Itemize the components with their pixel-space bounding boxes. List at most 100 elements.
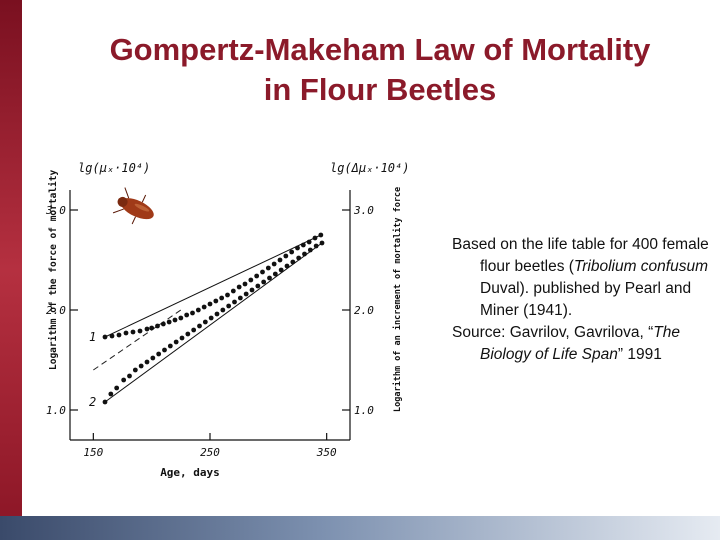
series-1-point [277,257,283,263]
x-axis-label: Age, days [160,466,220,479]
series-2-point [144,359,150,365]
series-1-point [137,328,143,334]
series-1-point [306,239,312,245]
series-2-point [214,311,220,317]
series-1-point [312,235,318,241]
series-2-point [156,351,162,357]
series-1-point [254,273,260,279]
series-1-point [195,307,201,313]
series-2-point [185,331,191,337]
series-1-point [172,317,178,323]
series-2-point [290,259,296,265]
series-2-point [108,391,114,397]
series-1-point [160,321,166,327]
series-2-label: 2 [89,395,96,409]
series-2-point [197,323,202,329]
beetle-icon [112,187,154,225]
title-line-1: Gompertz-Makeham Law of Mortality [109,32,651,67]
y-right-tick-label: 1.0 [354,404,374,417]
caption-p2-b: ” 1991 [617,346,662,363]
slide-title: Gompertz-Makeham Law of Mortality in Flo… [40,30,720,110]
series-1-point [300,242,306,248]
series-2-point [237,295,243,301]
series-2-point [220,307,226,313]
series-2-fit-line [104,242,323,403]
series-2-point [150,355,156,361]
series-2-point [261,279,267,285]
series-2-point [173,339,179,345]
series-1-point [116,332,122,338]
x-tick-label: 250 [200,446,220,459]
caption-p1-b: Duval). published by Pearl and Miner (19… [480,280,692,319]
series-2-point [121,377,127,383]
dashed-reference-line [93,309,182,371]
series-2-point [167,343,173,349]
series-2-point [243,291,249,297]
caption-book: The Biology of Life Span [480,324,680,363]
series-2-point [272,271,278,277]
series-1-point [260,269,265,275]
series-1-label: 1 [89,330,96,344]
series-2-point [127,373,132,379]
series-2-point [191,327,197,333]
series-2-point [249,287,255,293]
caption-p2-a: Source: Gavrilov, Gavrilova, “ [452,324,654,341]
series-1-point [230,288,236,294]
ticks-layer: 1.0 2.0 3.0 1.0 2.0 3.0 150 250 350 [45,204,374,459]
left-axis-title: Logarithm of the force of mortality [48,170,59,370]
series-1-point [236,284,242,290]
series-2-point [267,275,272,281]
series-1-point [271,261,277,267]
series-2-point [162,347,167,353]
series-1-point [242,281,248,287]
series-2-point [313,243,319,249]
series-1-point [219,295,225,301]
y-right-tick-label: 3.0 [353,204,374,217]
y-left-tick-label: 2.0 [46,304,66,317]
series-2-point [319,240,325,246]
series-2-point [179,335,185,341]
caption-paragraph-1: Based on the life table for 400 female f… [452,234,714,322]
mortality-chart: Logarithm of the force of mortality Loga… [40,150,440,490]
series-2-point [102,399,108,405]
right-axis-title: Logarithm of an increment of mortality f… [392,187,403,412]
series-1-point [184,312,190,318]
series-1-point [265,265,271,271]
series-2-point [302,251,307,257]
left-accent-bar [0,0,22,540]
y-left-tick-label: 1.0 [46,404,66,417]
left-axis-label: lg(μₓ·10⁴) [78,161,150,175]
series-2-point [307,247,313,253]
x-tick-label: 350 [316,446,337,459]
series-2-point [226,303,232,309]
caption-text: Based on the life table for 400 female f… [452,234,714,366]
y-left-tick-label: 3.0 [45,204,66,217]
series-1-point [190,310,195,316]
series-2-point [208,315,214,321]
series-1-point [155,323,160,329]
series-2-point [255,283,261,289]
series-1-point [144,326,150,332]
series-1-point [201,304,207,310]
series-2-point [296,255,302,261]
series-1-point [149,325,155,331]
x-tick-label: 150 [83,446,103,459]
y-right-tick-label: 2.0 [354,304,374,317]
series-1-point [207,301,213,307]
caption-species: Tribolium confusum [573,258,709,275]
series-2-point [114,385,120,391]
bottom-accent-bar [0,516,720,540]
chart-svg: Logarithm of the force of mortality Loga… [45,161,409,479]
series-2-point [278,267,284,273]
series-1-point [109,333,115,339]
series-2-point [202,319,208,325]
marks-layer: 12 [89,232,325,409]
caption-p1-a: Based on the life table for 400 female f… [452,236,709,275]
series-1-point [283,253,289,259]
series-2-point [284,263,290,269]
series-1-point [130,329,136,335]
series-1-point [225,292,230,298]
series-1-point [178,315,184,321]
series-1-point [213,298,219,304]
title-line-2: in Flour Beetles [263,72,497,107]
